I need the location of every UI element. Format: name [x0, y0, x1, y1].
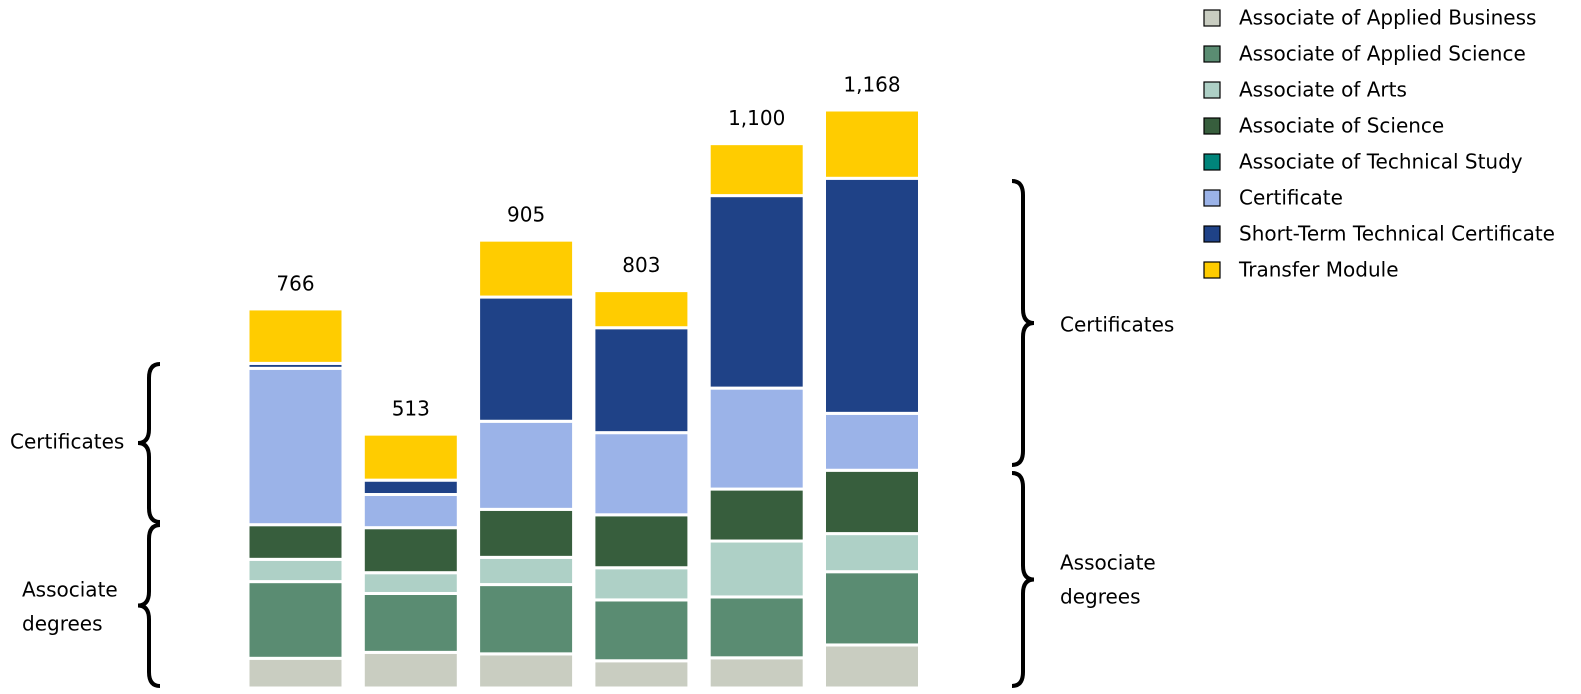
annotation: Associate: [1060, 551, 1156, 575]
legend-swatch: [1203, 225, 1221, 243]
legend-label: Transfer Module: [1238, 258, 1399, 282]
bar-segment: [477, 652, 576, 690]
legend-swatch: [1203, 117, 1221, 135]
bar-segment: [592, 659, 691, 690]
annotation: Associate: [22, 578, 118, 602]
legend-label: Associate of Science: [1239, 114, 1444, 138]
bar-segment: [707, 595, 806, 660]
bar-segment: [246, 557, 345, 584]
bar-segment: [477, 238, 576, 299]
bar-segment: [592, 513, 691, 570]
total-label: 1,168: [843, 73, 900, 97]
bar-segment: [823, 570, 921, 647]
legend-swatch: [1203, 261, 1221, 279]
legend-label: Certificate: [1239, 186, 1343, 210]
annotation: degrees: [22, 612, 103, 636]
bar-segment: [246, 523, 345, 561]
bar-segment: [477, 507, 576, 559]
bar-segment: [477, 295, 576, 423]
annotation: Certificates: [1060, 313, 1174, 337]
bar-segment: [246, 656, 345, 690]
bar-segment: [823, 643, 921, 690]
annotation: Certificates: [10, 430, 124, 454]
bar-segment: [823, 532, 921, 574]
bar-segment: [361, 591, 460, 654]
bar-segment: [246, 307, 345, 365]
legend-label: Associate of Applied Business: [1239, 6, 1536, 30]
bar-segment: [246, 366, 345, 527]
legend-swatch: [1203, 45, 1221, 63]
brace: [1011, 179, 1035, 467]
bar-segment: [592, 566, 691, 602]
legend-label: Associate of Technical Study: [1239, 150, 1523, 174]
legend-label: Associate of Applied Science: [1239, 42, 1526, 66]
total-label: 1,100: [728, 106, 785, 130]
brace: [1011, 471, 1035, 688]
annotation: degrees: [1060, 585, 1141, 609]
bar-segment: [823, 411, 921, 472]
bar-segment: [592, 326, 691, 435]
bar-segment: [361, 432, 460, 482]
bar-segment: [823, 108, 921, 180]
legend-label: Short-Term Technical Certificate: [1239, 222, 1555, 246]
bar-segment: [477, 555, 576, 587]
bar-segment: [707, 539, 806, 599]
bar-segment: [592, 289, 691, 330]
bar-segment: [477, 583, 576, 656]
total-label: 766: [276, 271, 314, 295]
legend-swatch: [1203, 9, 1221, 27]
bar-segment: [246, 580, 345, 660]
bar-segment: [707, 194, 806, 390]
bar-segment: [707, 142, 806, 198]
bar-segment: [361, 571, 460, 595]
legend-label: Associate of Arts: [1239, 78, 1407, 102]
bar-segment: [592, 431, 691, 517]
bar-segment: [823, 468, 921, 536]
bar-segment: [707, 386, 806, 491]
bar-segment: [707, 487, 806, 543]
total-label: 905: [507, 203, 545, 227]
bar-segment: [361, 526, 460, 575]
total-label: 803: [622, 253, 660, 277]
bar-segment: [823, 176, 921, 415]
brace: [137, 523, 161, 688]
bar-segment: [361, 478, 460, 497]
bar-segment: [707, 656, 806, 690]
legend-swatch: [1203, 81, 1221, 99]
legend-swatch: [1203, 189, 1221, 207]
bar-segment: [477, 419, 576, 511]
bar-segment: [361, 650, 460, 690]
bar-segment: [361, 493, 460, 530]
bar-segment: [592, 598, 691, 663]
legend-swatch: [1203, 153, 1221, 171]
total-label: 513: [392, 397, 430, 421]
brace: [137, 362, 161, 524]
